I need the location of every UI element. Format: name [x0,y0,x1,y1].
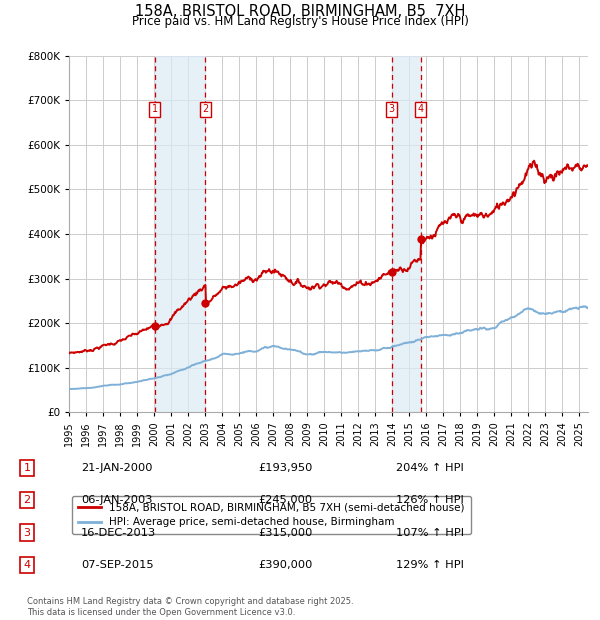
Text: 129% ↑ HPI: 129% ↑ HPI [396,560,464,570]
Text: 2: 2 [23,495,31,505]
Text: £193,950: £193,950 [258,463,313,473]
Bar [155,56,205,412]
Text: 2: 2 [202,104,209,114]
Legend: 158A, BRISTOL ROAD, BIRMINGHAM, B5 7XH (semi-detached house), HPI: Average price: 158A, BRISTOL ROAD, BIRMINGHAM, B5 7XH (… [71,496,471,534]
Text: 4: 4 [23,560,31,570]
Text: 158A, BRISTOL ROAD, BIRMINGHAM, B5  7XH: 158A, BRISTOL ROAD, BIRMINGHAM, B5 7XH [135,4,465,19]
Text: 16-DEC-2013: 16-DEC-2013 [81,528,156,538]
Text: 204% ↑ HPI: 204% ↑ HPI [396,463,464,473]
Text: 3: 3 [389,104,395,114]
Text: £245,000: £245,000 [258,495,312,505]
Text: 1: 1 [23,463,31,473]
Text: 07-SEP-2015: 07-SEP-2015 [81,560,154,570]
Text: 1: 1 [152,104,158,114]
Text: Price paid vs. HM Land Registry's House Price Index (HPI): Price paid vs. HM Land Registry's House … [131,16,469,29]
Text: 21-JAN-2000: 21-JAN-2000 [81,463,152,473]
Text: Contains HM Land Registry data © Crown copyright and database right 2025.
This d: Contains HM Land Registry data © Crown c… [27,598,353,617]
Text: 107% ↑ HPI: 107% ↑ HPI [396,528,464,538]
Text: 126% ↑ HPI: 126% ↑ HPI [396,495,464,505]
Text: 3: 3 [23,528,31,538]
Text: 4: 4 [418,104,424,114]
Bar [392,56,421,412]
Text: £315,000: £315,000 [258,528,313,538]
Text: £390,000: £390,000 [258,560,313,570]
Text: 06-JAN-2003: 06-JAN-2003 [81,495,152,505]
